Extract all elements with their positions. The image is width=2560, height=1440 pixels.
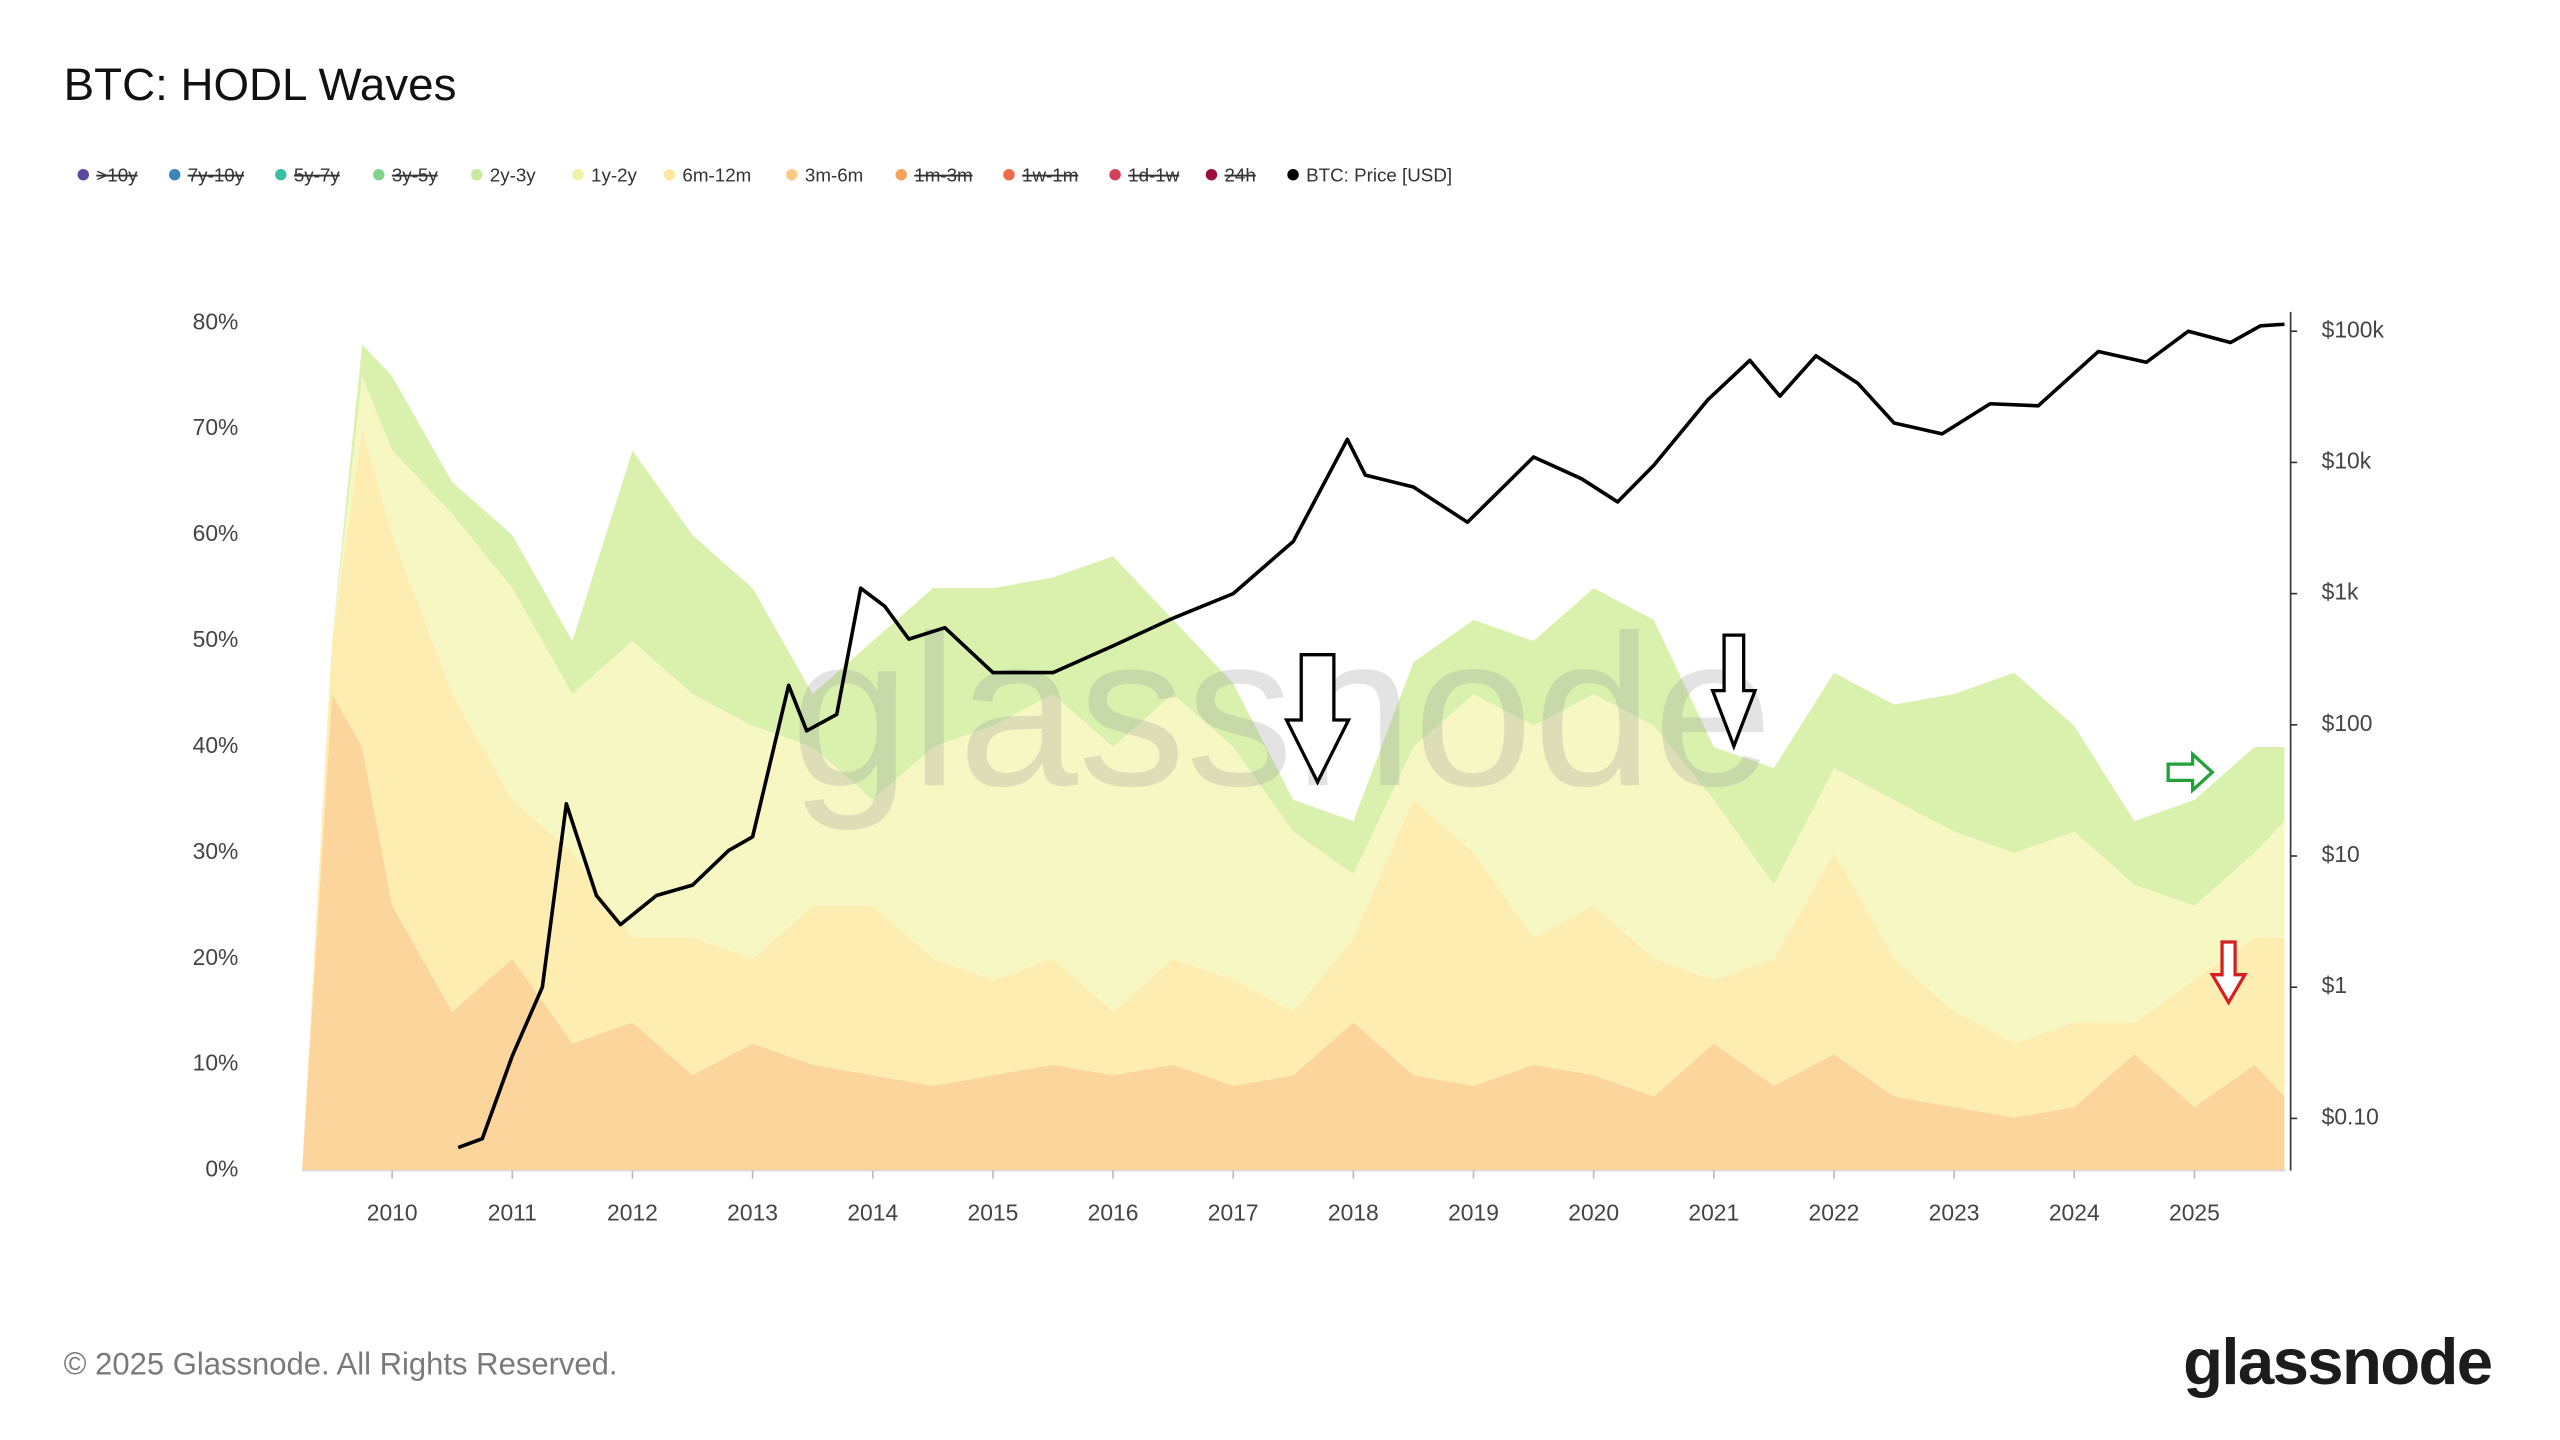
x-tick-label: 2022 [1809,1200,1860,1226]
legend-label[interactable]: 5y-7y [294,164,341,185]
y2-tick-label: $1k [2322,579,2359,605]
x-tick-label: 2016 [1088,1200,1139,1226]
y2-tick-label: $10k [2322,447,2372,473]
footer: © 2025 Glassnode. All Rights Reserved. [64,1347,618,1382]
price-line [457,322,2285,1150]
legend-label[interactable]: 1m-3m [914,164,972,185]
legend-marker [1003,168,1015,181]
area-band [302,693,2285,1171]
legend-label[interactable]: 1d-1w [1128,164,1180,185]
chart-title: BTC: HODL Waves [64,59,457,110]
legend-label[interactable]: 1w-1m [1022,164,1078,185]
x-tick-label: 2015 [967,1200,1018,1226]
legend-marker [275,168,287,181]
annotation-arrow [1283,653,1352,786]
logo: glassnode [2183,1325,2492,1398]
legend-marker [663,168,676,181]
annotation-arrow [2209,940,2248,1006]
y-tick-label: 50% [193,626,239,652]
x-tick-label: 2023 [1929,1200,1980,1226]
y2-tick-label: $1 [2322,972,2347,998]
legend-marker [572,168,584,181]
legend-marker [1205,168,1218,181]
legend-marker [1109,168,1121,181]
y2-tick-label: $100k [2322,316,2385,342]
annotation-arrow [2166,750,2215,794]
legend-marker [895,168,907,181]
y-tick-label: 30% [193,838,239,864]
legend-label[interactable]: 24h [1224,164,1255,185]
legend-label[interactable]: 3m-6m [805,164,863,185]
legend-marker [1287,168,1299,181]
x-tick-label: 2018 [1328,1200,1379,1226]
x-tick-label: 2021 [1688,1200,1739,1226]
y2-tick-label: $0.10 [2322,1103,2379,1129]
watermark: glassnode [790,590,1772,831]
legend-label[interactable]: 1y-2y [591,164,638,185]
legend-marker [168,168,181,181]
areas [302,344,2285,1171]
y-tick-label: 10% [193,1050,239,1076]
area-band [302,429,2285,1171]
legend-marker [373,168,385,181]
y-tick-label: 80% [193,308,239,334]
x-tick-label: 2013 [727,1200,778,1226]
annotation-arrow [1710,633,1758,751]
legend-label[interactable]: 2y-3y [490,164,537,185]
area-band [302,376,2285,1171]
legend-label[interactable]: 7y-10y [188,164,245,185]
y2-tick-label: $10 [2322,841,2360,867]
y-tick-label: 70% [193,414,239,440]
lines [457,322,2285,1150]
x-tick-label: 2014 [847,1200,898,1226]
x-tick-label: 2024 [2049,1200,2100,1226]
y-tick-label: 0% [205,1156,238,1182]
y-tick-label: 40% [193,732,239,758]
x-tick-label: 2025 [2169,1200,2220,1226]
y-tick-label: 20% [193,944,239,970]
legend-marker [471,168,483,181]
y2-tick-label: $100 [2322,710,2373,736]
legend-label[interactable]: BTC: Price [USD] [1306,164,1452,185]
x-tick-label: 2012 [607,1200,658,1226]
x-tick-label: 2017 [1208,1200,1259,1226]
legend-marker [786,168,798,181]
x-tick-label: 2010 [367,1200,418,1226]
legend-label[interactable]: 6m-12m [682,164,751,185]
legend-marker [77,168,89,181]
x-tick-label: 2019 [1448,1200,1499,1226]
legend-label[interactable]: >10y [96,164,138,185]
y-tick-label: 60% [193,520,239,546]
area-band [302,344,2285,1171]
x-tick-label: 2020 [1568,1200,1619,1226]
x-tick-label: 2011 [488,1200,537,1226]
legend-label[interactable]: 3y-5y [392,164,439,185]
